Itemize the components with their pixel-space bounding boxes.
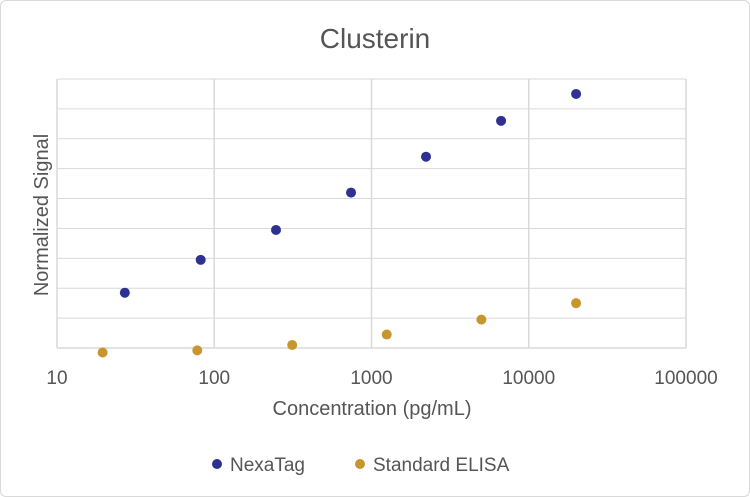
gridlines bbox=[56, 78, 687, 349]
data-point-nexatag bbox=[421, 151, 432, 162]
data-points bbox=[97, 88, 582, 358]
data-point-nexatag bbox=[346, 187, 357, 198]
legend-marker-standard-elisa bbox=[355, 459, 365, 469]
data-point-standard-elisa bbox=[571, 298, 582, 309]
x-tick-label: 100 bbox=[198, 368, 230, 389]
data-point-standard-elisa bbox=[97, 347, 108, 358]
data-point-nexatag bbox=[496, 115, 507, 126]
legend: NexaTag Standard ELISA bbox=[212, 455, 510, 476]
data-point-nexatag bbox=[195, 254, 206, 265]
legend-label-nexatag: NexaTag bbox=[230, 455, 305, 476]
x-tick-label: 10 bbox=[46, 368, 67, 389]
x-tick-label: 1000 bbox=[350, 368, 392, 389]
x-tick-labels: 10 100 1000 10000 100000 bbox=[46, 368, 717, 389]
data-point-nexatag bbox=[571, 88, 582, 99]
legend-marker-nexatag bbox=[212, 459, 222, 469]
x-tick-label: 100000 bbox=[654, 368, 717, 389]
x-tick-label: 10000 bbox=[502, 368, 555, 389]
data-point-nexatag bbox=[119, 287, 130, 298]
y-axis-label: Normalized Signal bbox=[31, 134, 53, 296]
x-axis-label: Concentration (pg/mL) bbox=[273, 398, 472, 420]
data-point-standard-elisa bbox=[287, 340, 298, 351]
data-point-standard-elisa bbox=[476, 314, 487, 325]
chart-title: Clusterin bbox=[320, 23, 430, 54]
data-point-standard-elisa bbox=[381, 329, 392, 340]
legend-label-standard-elisa: Standard ELISA bbox=[373, 455, 510, 476]
data-point-nexatag bbox=[271, 224, 282, 235]
data-point-standard-elisa bbox=[192, 345, 203, 356]
